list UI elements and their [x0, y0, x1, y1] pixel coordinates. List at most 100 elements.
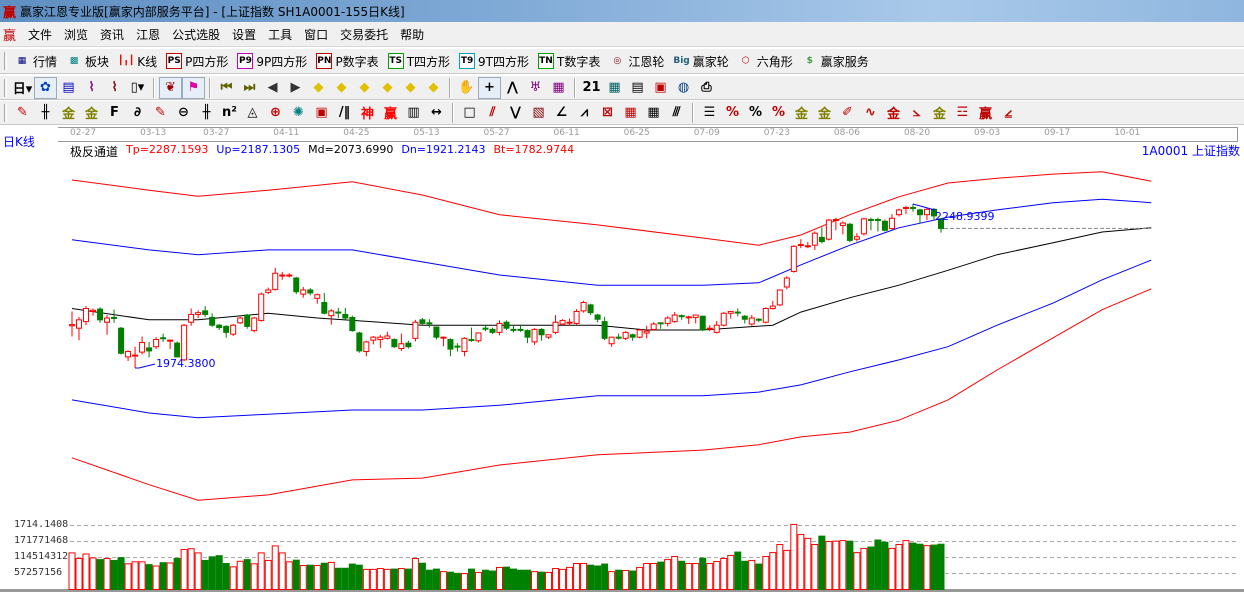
win-button[interactable]: 赢	[379, 102, 402, 124]
save-disk-button[interactable]: ▣	[649, 77, 672, 99]
menu-item-0[interactable]: 文件	[28, 27, 53, 42]
menu-item-5[interactable]: 设置	[232, 27, 257, 42]
pen-ruler-button[interactable]: ✎	[149, 102, 172, 124]
menu-item-7[interactable]: 窗口	[304, 27, 329, 42]
grid-box-button[interactable]: ▦	[619, 102, 642, 124]
toolbar-button-6[interactable]: TS T四方形	[385, 50, 453, 72]
toolbar-button-12[interactable]: $ 赢家服务	[799, 50, 872, 72]
staircase-button[interactable]: ☰	[698, 102, 721, 124]
gold-red-button[interactable]: 金	[882, 102, 905, 124]
spiral-button[interactable]: ∂	[126, 102, 149, 124]
wave-abc-button[interactable]: ⋁	[504, 102, 527, 124]
toolbar-button-3[interactable]: PS P四方形	[163, 50, 231, 72]
square-grid-button[interactable]: ▧	[527, 102, 550, 124]
toolbar-button-7[interactable]: T9 9T四方形	[456, 50, 532, 72]
gold-angle-button[interactable]: 金	[928, 102, 951, 124]
square-n-button[interactable]: n²	[218, 102, 241, 124]
gold-circle-button[interactable]: 金	[790, 102, 813, 124]
printer-button[interactable]: ⎙	[695, 77, 718, 99]
stair-red-button[interactable]: ☲	[951, 102, 974, 124]
network-button[interactable]: ◍	[672, 77, 695, 99]
win-lines-button[interactable]: 赢	[974, 102, 997, 124]
menu-item-6[interactable]: 工具	[268, 27, 293, 42]
menu-item-3[interactable]: 江恩	[136, 27, 161, 42]
overlay-map-button[interactable]: ✿	[34, 76, 57, 99]
gold-lines-button[interactable]: 金	[813, 102, 836, 124]
god-button[interactable]: 神	[356, 102, 379, 124]
target-button[interactable]: ⊕	[264, 102, 287, 124]
fibonacci-button[interactable]: F	[103, 102, 126, 124]
sine-button[interactable]: ∿	[859, 102, 882, 124]
measure-button[interactable]: ↔	[425, 102, 448, 124]
toolbar-button-0[interactable]: ▦ 行情	[11, 50, 60, 72]
toolbar-button-4[interactable]: P9 9P四方形	[234, 50, 310, 72]
circle-ruler-button[interactable]: ⊖	[172, 102, 195, 124]
wave3-button[interactable]: ⌇	[80, 77, 103, 99]
grid-tool-button[interactable]: ▦	[547, 77, 570, 99]
candle-type-dropdown-button[interactable]: ▯▾	[126, 77, 149, 99]
period-dropdown-button[interactable]: 日▾	[11, 77, 34, 99]
web-button[interactable]: ✺	[287, 102, 310, 124]
toolbar-grip[interactable]	[4, 52, 7, 70]
scroll-right-button[interactable]: ▶	[284, 77, 307, 99]
calendar-button[interactable]: 21	[580, 77, 603, 99]
zoom-in-button[interactable]: ◆	[399, 77, 422, 99]
percent-slash-button[interactable]: %	[721, 102, 744, 124]
menu-item-4[interactable]: 公式选股	[172, 27, 221, 42]
toolbar-button-5[interactable]: PN P数字表	[313, 50, 381, 72]
menu-logo-icon[interactable]: 赢	[3, 28, 17, 44]
hand-button[interactable]: ✋	[455, 77, 478, 99]
slash-button[interactable]: /‖	[333, 102, 356, 124]
wave9-button[interactable]: ⌇	[103, 77, 126, 99]
fan-lines-button[interactable]: ⫽	[481, 102, 504, 124]
notepad-button[interactable]: ▤	[626, 77, 649, 99]
quad-lines-button[interactable]: ╫	[195, 102, 218, 124]
toolbar-button-11[interactable]: ⬡ 六角形	[735, 50, 796, 72]
lines-angle-button[interactable]: ⩘	[573, 102, 596, 124]
period-label[interactable]: 日K线	[3, 135, 35, 149]
triangle-button[interactable]: ◬	[241, 102, 264, 124]
expand-horizontal-button[interactable]: ◆	[353, 77, 376, 99]
box-x-button[interactable]: ⊠	[596, 102, 619, 124]
zoom-out-button[interactable]: ◆	[422, 77, 445, 99]
compress-button[interactable]: ◆	[376, 77, 399, 99]
move-right-button[interactable]: ◆	[330, 77, 353, 99]
pen-button[interactable]: ✎	[11, 102, 34, 124]
percent-button[interactable]: %	[744, 102, 767, 124]
marker-button[interactable]: ✐	[836, 102, 859, 124]
toolbar-grip[interactable]	[4, 103, 7, 122]
kline-chart-area[interactable]	[0, 125, 1244, 592]
fork-button[interactable]: ♅	[524, 77, 547, 99]
toolbar-button-2[interactable]: ┃╻┃ K线	[115, 50, 160, 72]
gold-ratio-button[interactable]: 金	[57, 102, 80, 124]
toolbar-button-8[interactable]: TN T数字表	[535, 50, 603, 72]
indicator-name[interactable]: 极反通道	[70, 145, 119, 159]
wave-tool-button[interactable]: ⋀	[501, 77, 524, 99]
hatched-button[interactable]: ⫻	[665, 102, 688, 124]
menu-item-2[interactable]: 资讯	[100, 27, 125, 42]
menu-item-1[interactable]: 浏览	[64, 27, 89, 42]
crosshair-button[interactable]: +	[478, 76, 501, 99]
last-bar-button[interactable]: ⏭	[238, 77, 261, 99]
notes-button[interactable]: ▤	[57, 77, 80, 99]
calculator-button[interactable]: ▦	[603, 77, 626, 99]
angle-button[interactable]: ∠	[550, 102, 573, 124]
first-bar-button[interactable]: ⏮	[215, 77, 238, 99]
square-web-button[interactable]: ▣	[310, 102, 333, 124]
menu-item-9[interactable]: 帮助	[400, 27, 425, 42]
scroll-left-button[interactable]: ◀	[261, 77, 284, 99]
angle-j-button[interactable]: ⦣	[905, 102, 928, 124]
flag-button[interactable]: ⚑	[182, 76, 205, 99]
parallel-lines-button[interactable]: ╫	[34, 102, 57, 124]
toolbar-button-10[interactable]: Big 赢家轮	[670, 50, 731, 72]
ruler-123-button[interactable]: ▥	[402, 102, 425, 124]
box-button[interactable]: □	[458, 102, 481, 124]
grid-corner-button[interactable]: ▦	[642, 102, 665, 124]
toolbar-button-1[interactable]: ▩ 板块	[63, 50, 112, 72]
china-map-button[interactable]: ❦	[159, 76, 182, 99]
toolbar-grip[interactable]	[4, 78, 7, 97]
toolbar-button-9[interactable]: ◎ 江恩轮	[606, 50, 667, 72]
percent-lines-button[interactable]: %	[767, 102, 790, 124]
bottom-scrollbar[interactable]	[0, 589, 1244, 592]
gold-ratio2-button[interactable]: 金	[80, 102, 103, 124]
